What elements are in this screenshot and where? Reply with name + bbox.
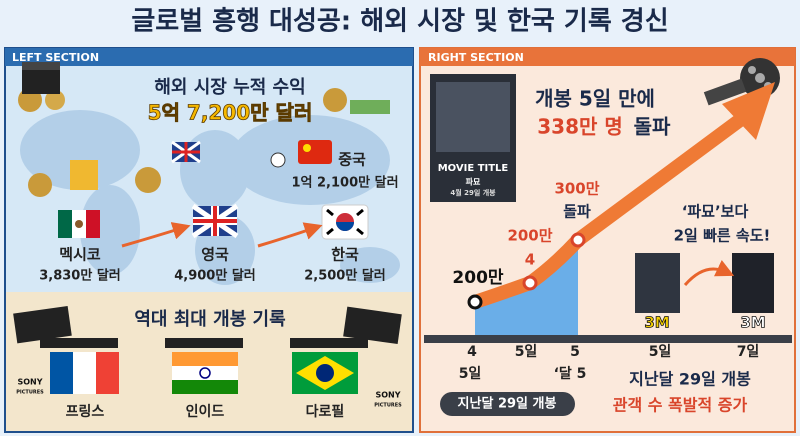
flag-uk [191,203,239,239]
headline: 개봉 5일 만에 [535,87,655,111]
clock-icon [270,152,286,168]
flag-france [50,352,119,394]
milestone: 200만 [452,268,503,288]
market-amount: 4,900만 달러 [174,268,256,284]
section-label: LEFT SECTION [12,51,99,64]
logo: PICTURES [374,403,402,409]
record-title: 역대 최대 개봉 기록 [134,309,285,330]
milestone: 돌파 [563,203,591,221]
market-country: 중국 [338,151,366,169]
record-country: 인이드 [186,403,225,420]
milestone: 4 [525,251,535,269]
arrow [121,222,191,248]
axis-label: 5일 [649,344,672,360]
footer-highlight: 관객 수 폭발적 증가 [613,396,748,415]
record-country: 다로필 [306,403,345,420]
arrow [257,222,323,248]
logo: SONY [17,378,42,387]
axis-label: 4 [467,344,477,360]
flag-uk-small [171,140,201,164]
milestone: 200만 [507,227,552,245]
point [522,275,538,291]
arrow-head [722,82,775,140]
point [467,294,483,310]
flag-india [172,352,238,394]
logo: SONY [375,391,400,400]
footer-text: 지난달 29일 개봉 [629,370,751,389]
market-amount: 2,500만 달러 [304,268,386,284]
poster-name: 파묘 [466,177,481,187]
sub-label: ‘달 5 [554,366,587,382]
flag-korea [321,204,369,240]
headline-highlight: 338만 명 [537,115,623,139]
axis-label: 5 [570,344,580,360]
record-country: 프링스 [66,403,105,420]
logo: PICTURES [16,390,44,396]
axis-label: 7일 [737,344,760,360]
comparison: ‘파묘’보다 [682,203,749,221]
milestone: 300만 [554,180,599,198]
headline-suffix: 돌파 [634,115,671,139]
revenue-title: 해외 시장 누적 수익 [154,77,305,98]
clapperboard-icon [22,62,60,94]
flag-brazil [292,352,358,394]
axis-band [424,335,792,343]
right-header [420,48,795,66]
left-header [5,48,413,66]
axis-label: 5일 [515,344,538,360]
market-country: 멕시코 [59,246,101,264]
revenue-total: 5억 7,200만 달러 [148,101,313,125]
market-amount: 1억 2,100만 달러 [291,175,398,191]
poster-title: MOVIE TITLE [438,163,509,174]
flag-china [298,140,332,164]
poster-art [436,82,510,152]
clapperboards [13,305,402,348]
arrow [683,260,735,286]
pill [440,392,575,416]
flag-mexico [58,210,100,238]
poster-small [635,253,680,313]
market-country: 영국 [201,246,229,264]
page-title: 글로벌 흥행 대성공: 해외 시장 및 한국 기록 경신 [131,7,668,37]
sub-label: 5일 [459,366,482,382]
poster-date: 4월 29일 개봉 [450,188,496,197]
market-country: 한국 [331,246,359,264]
money-bags [18,88,390,197]
badge: 3M [740,314,765,332]
section-label: RIGHT SECTION [428,51,524,64]
poster-small [732,253,774,313]
badge: 3M [644,314,669,332]
comparison: 2일 빠른 속도! [674,227,771,245]
pill-text: 지난달 29일 개봉 [458,397,557,412]
point [570,232,586,248]
market-amount: 3,830만 달러 [39,268,121,284]
